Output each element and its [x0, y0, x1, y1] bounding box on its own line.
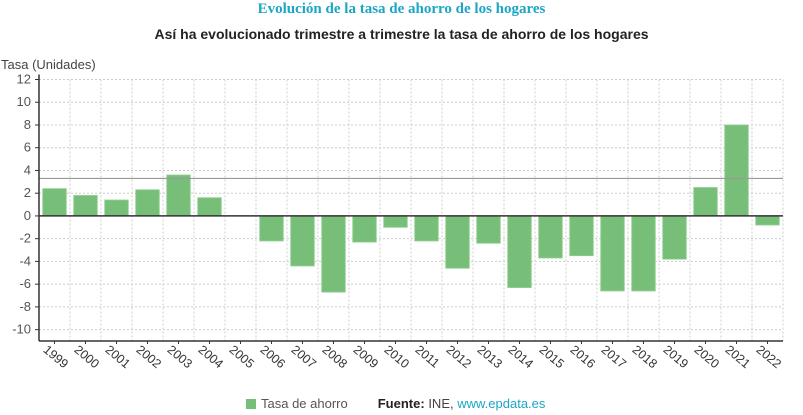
bar-2018: [631, 215, 656, 292]
bar-2000: [73, 195, 98, 217]
x-tick-label: 2010: [382, 343, 412, 372]
y-tick-label: -6: [19, 276, 31, 291]
bar-2001: [104, 199, 129, 217]
bar-2022: [755, 215, 780, 226]
y-tick-label: 8: [24, 117, 31, 132]
y-axis-label: Tasa (Unidades): [1, 57, 96, 72]
y-tick-label: 4: [24, 162, 31, 177]
source: Fuente: INE, www.epdata.es: [378, 396, 546, 411]
bar-2017: [600, 215, 625, 292]
x-tick-label: 2006: [258, 343, 288, 372]
x-tick-label: 2000: [72, 343, 102, 372]
source-value: INE,: [428, 396, 454, 411]
bar-2020: [693, 187, 718, 217]
x-tick-label: 2015: [537, 343, 567, 372]
bar-2004: [197, 197, 222, 217]
y-tick-label: 12: [17, 72, 31, 87]
y-tick-label: 10: [17, 94, 31, 109]
y-tick-label: -4: [19, 253, 31, 268]
x-tick-label: 2009: [351, 343, 381, 372]
x-tick-label: 2008: [320, 343, 350, 372]
bar-2007: [290, 215, 315, 267]
x-tick-label: 2002: [134, 343, 164, 372]
x-tick-label: 2020: [692, 343, 722, 372]
y-tick-label: 0: [24, 208, 31, 223]
x-tick-label: 2013: [475, 343, 505, 372]
x-tick-label: 2017: [599, 343, 629, 372]
bar-2009: [352, 215, 377, 243]
bar-2012: [445, 215, 470, 269]
bar-2021: [724, 124, 749, 217]
bar-2019: [662, 215, 687, 260]
y-tick-label: -2: [19, 231, 31, 246]
x-tick-label: 2018: [630, 343, 660, 372]
bar-2006: [259, 215, 284, 242]
bar-2003: [166, 174, 191, 217]
bar-2011: [414, 215, 439, 242]
y-tick-label: -10: [12, 322, 31, 337]
source-link[interactable]: www.epdata.es: [457, 396, 546, 411]
y-tick-label: -8: [19, 299, 31, 314]
x-tick-label: 1999: [41, 343, 71, 372]
x-tick-label: 2012: [444, 343, 474, 372]
y-tick-label: 2: [24, 185, 31, 200]
bar-2016: [569, 215, 594, 257]
x-tick-label: 2011: [413, 343, 443, 371]
chart-subtitle: Así ha evolucionado trimestre a trimestr…: [154, 26, 649, 42]
x-tick-label: 2016: [568, 343, 598, 372]
x-tick-label: 2019: [661, 343, 691, 372]
chart-title: Evolución de la tasa de ahorro de los ho…: [257, 1, 546, 17]
x-tick-label: 2007: [289, 343, 319, 372]
x-tick-label: 2005: [227, 343, 257, 372]
bar-2015: [538, 215, 563, 259]
x-tick-label: 2001: [103, 343, 133, 372]
legend-label: Tasa de ahorro: [261, 396, 348, 411]
bar-1999: [42, 188, 67, 217]
x-tick-label: 2003: [165, 343, 195, 372]
legend-swatch: [246, 398, 256, 409]
x-tick-label: 2014: [506, 343, 536, 372]
x-tick-label: 2022: [754, 343, 784, 372]
y-tick-label: 6: [24, 140, 31, 155]
x-tick-label: 2021: [723, 343, 753, 372]
bar-2002: [135, 189, 160, 217]
bar-2008: [321, 215, 346, 293]
bar-2010: [383, 215, 408, 228]
source-label: Fuente:: [377, 396, 425, 411]
bar-2014: [507, 215, 532, 288]
x-tick-label: 2004: [196, 343, 226, 372]
legend: Tasa de ahorro Fuente: INE, www.epdata.e…: [246, 396, 545, 411]
bar-2013: [476, 215, 501, 244]
